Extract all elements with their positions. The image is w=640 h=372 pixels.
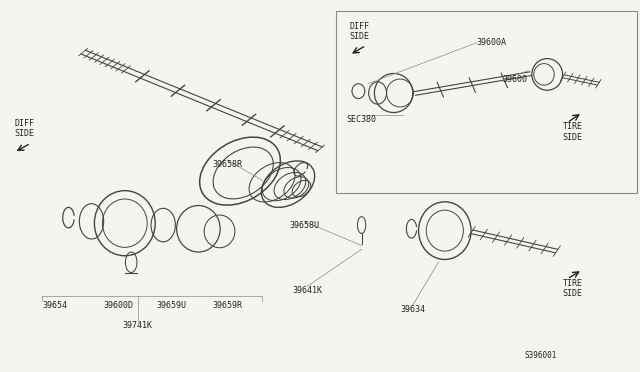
Text: 39659U: 39659U: [157, 301, 186, 310]
Text: S396001: S396001: [525, 351, 557, 360]
Text: SEC380: SEC380: [347, 115, 376, 124]
Text: 39600: 39600: [502, 76, 527, 84]
Text: 39741K: 39741K: [123, 321, 152, 330]
Text: 39634: 39634: [400, 305, 426, 314]
Text: 39641K: 39641K: [292, 286, 322, 295]
Text: 39659R: 39659R: [212, 301, 242, 310]
Text: 39654: 39654: [42, 301, 67, 310]
Text: 39600D: 39600D: [104, 301, 133, 310]
Text: 39600A: 39600A: [477, 38, 507, 47]
Bar: [336, 11, 637, 193]
Text: TIRE
SIDE: TIRE SIDE: [563, 122, 583, 142]
Text: 39658R: 39658R: [212, 160, 242, 169]
Text: 39658U: 39658U: [289, 221, 319, 230]
Text: DIFF
SIDE: DIFF SIDE: [349, 22, 370, 41]
Text: TIRE
SIDE: TIRE SIDE: [563, 279, 583, 298]
Text: DIFF
SIDE: DIFF SIDE: [14, 119, 35, 138]
